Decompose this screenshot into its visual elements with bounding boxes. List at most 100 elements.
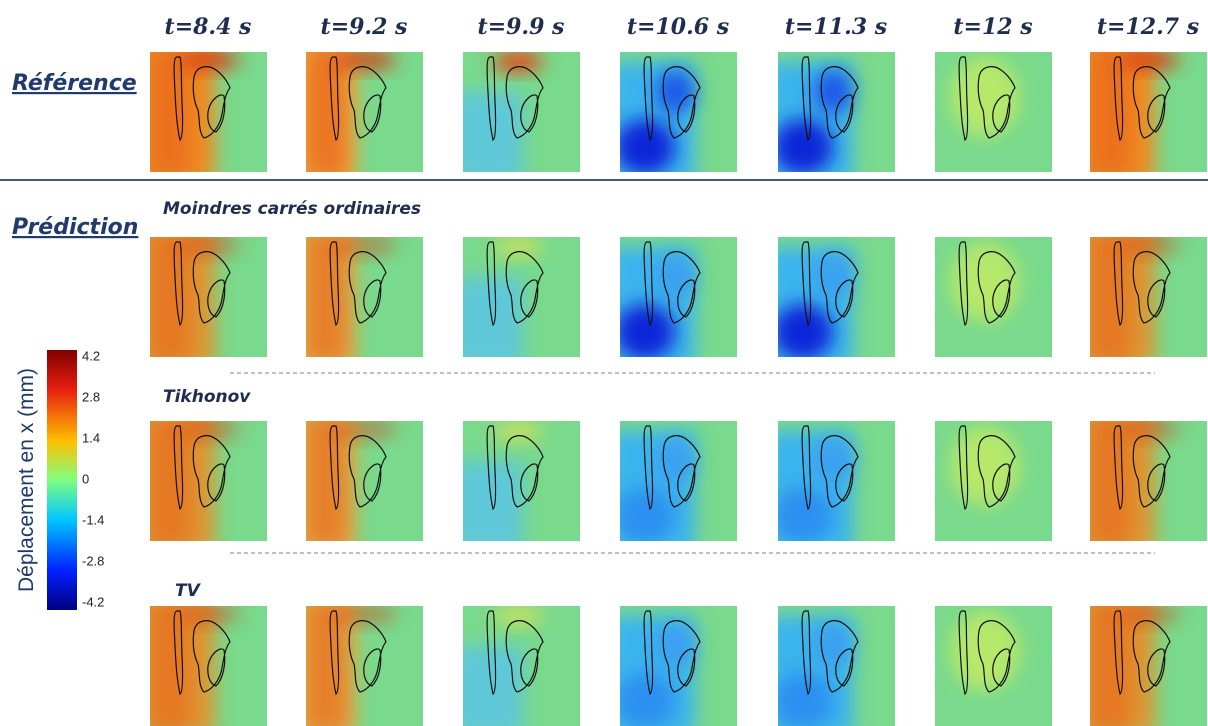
field <box>1090 606 1130 726</box>
field <box>778 673 833 726</box>
heatmap-tile <box>935 606 1052 726</box>
field <box>1120 237 1180 255</box>
contour <box>801 56 859 141</box>
field <box>306 606 346 726</box>
heatmap-tile <box>463 421 580 541</box>
contour <box>801 241 859 326</box>
section-label: Prédiction <box>12 215 138 240</box>
column-header: t=12.7 s <box>1097 14 1199 40</box>
colorbar-tick: -4.2 <box>82 594 104 609</box>
column-header: t=10.6 s <box>627 14 729 40</box>
field <box>1090 237 1130 357</box>
field <box>1090 52 1130 172</box>
column-header: t=9.9 s <box>478 14 565 40</box>
contour <box>173 241 231 326</box>
field <box>180 421 240 439</box>
contour <box>643 425 701 510</box>
heatmap-tile <box>306 52 423 172</box>
field <box>778 119 833 172</box>
field <box>463 461 523 541</box>
field <box>463 277 523 357</box>
contour <box>1113 56 1171 141</box>
heatmap-tile <box>463 237 580 357</box>
field <box>1120 606 1180 624</box>
contour <box>1113 425 1171 510</box>
field <box>655 255 695 299</box>
field <box>180 237 240 255</box>
method-label: Tikhonov <box>163 387 251 407</box>
field <box>336 421 396 439</box>
heatmap-tile <box>620 421 737 541</box>
heatmap-tile <box>778 606 895 726</box>
heatmap-tile <box>306 421 423 541</box>
field <box>336 606 396 624</box>
field <box>336 52 396 70</box>
contour <box>643 610 701 695</box>
contour <box>643 56 701 141</box>
field <box>493 52 543 72</box>
contour <box>1113 610 1171 695</box>
field <box>306 237 346 357</box>
heatmap-tile <box>778 237 895 357</box>
heatmap-tile <box>778 421 895 541</box>
contour <box>486 56 544 141</box>
heatmap-tile <box>150 52 267 172</box>
field <box>620 304 675 357</box>
field <box>620 488 675 541</box>
colorbar-tick: -2.8 <box>82 553 104 568</box>
contour <box>801 610 859 695</box>
contour <box>643 241 701 326</box>
column-header: t=12 s <box>953 14 1032 40</box>
heatmap-tile <box>1090 421 1207 541</box>
colorbar-tick: 4.2 <box>82 348 100 363</box>
column-header: t=11.3 s <box>785 14 887 40</box>
heatmap-tile <box>935 237 1052 357</box>
field <box>778 488 833 541</box>
field <box>813 70 853 114</box>
field <box>620 673 675 726</box>
contour <box>958 425 1016 510</box>
heatmap-tile <box>463 606 580 726</box>
heatmap-tile <box>935 421 1052 541</box>
contour <box>486 241 544 326</box>
contour <box>173 610 231 695</box>
heatmap-tile <box>778 52 895 172</box>
field <box>813 439 853 483</box>
field <box>655 624 695 668</box>
heatmap-tile <box>1090 237 1207 357</box>
contour <box>329 241 387 326</box>
colorbar-label: Déplacement en x (mm) <box>15 368 38 592</box>
field <box>1120 52 1180 70</box>
field <box>493 421 543 441</box>
contour <box>329 56 387 141</box>
heatmap-tile <box>150 606 267 726</box>
field <box>655 70 695 114</box>
colorbar <box>47 350 77 610</box>
heatmap-tile <box>620 237 737 357</box>
column-header: t=8.4 s <box>165 14 252 40</box>
colorbar-tick: 1.4 <box>82 430 100 445</box>
heatmap-tile <box>306 606 423 726</box>
heatmap-tile <box>463 52 580 172</box>
field <box>180 52 240 70</box>
field <box>1120 421 1180 439</box>
contour <box>486 425 544 510</box>
field <box>813 255 853 299</box>
contour <box>173 425 231 510</box>
contour <box>486 610 544 695</box>
contour <box>801 425 859 510</box>
heatmap-tile <box>620 52 737 172</box>
heatmap-tile <box>306 237 423 357</box>
field <box>493 606 543 626</box>
heatmap-tile <box>150 421 267 541</box>
field <box>813 624 853 668</box>
field <box>463 646 523 726</box>
field <box>306 52 346 172</box>
field <box>336 237 396 255</box>
column-header: t=9.2 s <box>321 14 408 40</box>
field <box>180 606 240 624</box>
field <box>620 119 675 172</box>
colorbar-tick: 0 <box>82 471 89 486</box>
field <box>150 421 190 541</box>
field <box>150 52 190 172</box>
